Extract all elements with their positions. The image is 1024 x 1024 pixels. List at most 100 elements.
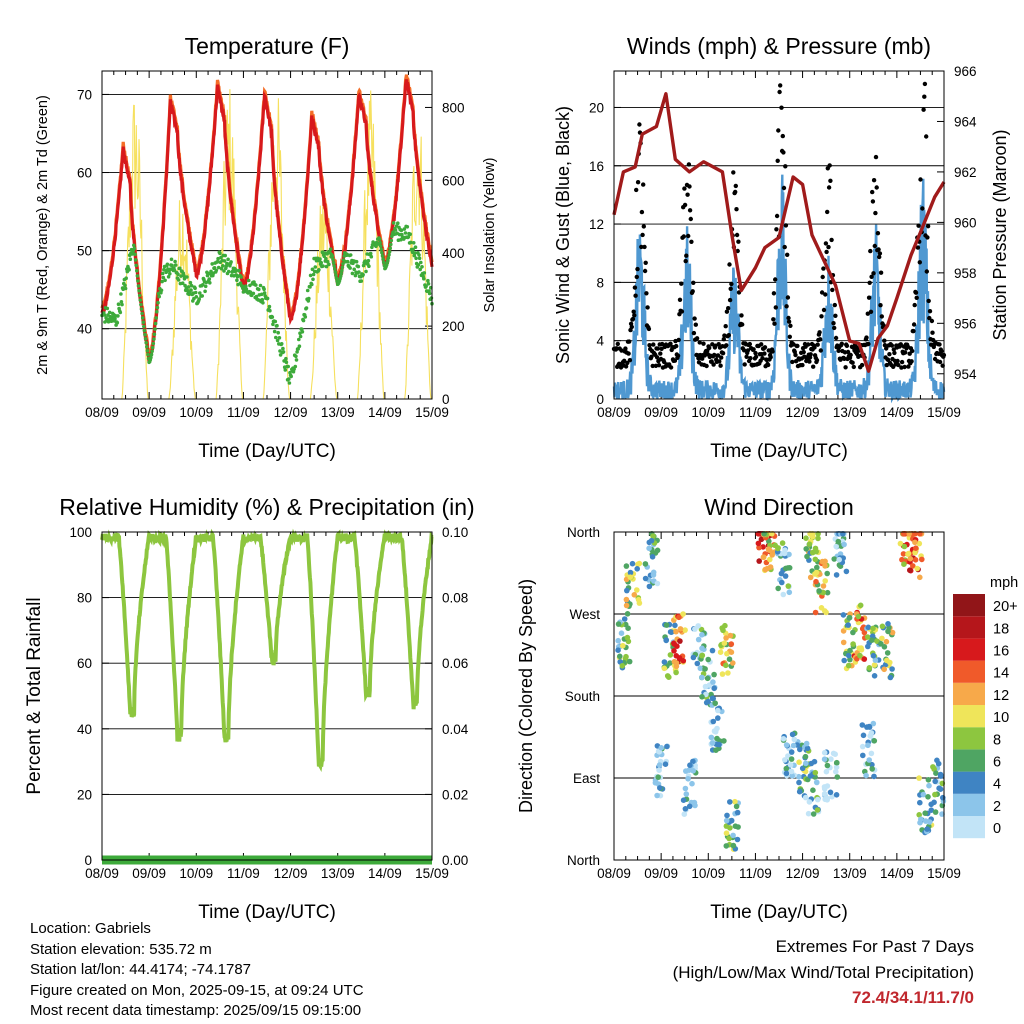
dewpoint-point: [429, 296, 434, 300]
dewpoint-point: [381, 257, 385, 261]
plot-frame: [613, 531, 945, 861]
dewpoint-point: [277, 336, 282, 340]
rh-line: [100, 528, 434, 772]
dewpoint-point: [201, 283, 205, 287]
direction-point: [821, 756, 828, 762]
gust-point: [691, 330, 697, 336]
direction-point: [937, 771, 944, 778]
direction-point: [822, 796, 828, 803]
direction-point: [907, 555, 914, 562]
dewpoint-point: [248, 290, 253, 295]
direction-point: [879, 635, 885, 642]
direction-point: [932, 809, 939, 815]
direction-point: [788, 749, 795, 755]
direction-point: [889, 629, 896, 636]
direction-point: [833, 764, 840, 770]
dewpoint-point: [178, 266, 182, 271]
dewpoint-point: [119, 292, 123, 296]
direction-point: [897, 540, 904, 547]
dewpoint-point: [116, 302, 121, 307]
direction-point: [681, 811, 688, 817]
dewpoint-point: [151, 341, 156, 346]
dewpoint-point: [237, 268, 242, 273]
direction-point: [859, 722, 866, 728]
dewpoint-point: [257, 287, 261, 292]
x-axis-label: Time (Day/UTC): [710, 441, 848, 462]
dewpoint-point: [416, 263, 421, 267]
gust-point: [630, 316, 636, 322]
gust-point: [869, 274, 874, 279]
gust-point: [736, 239, 741, 244]
x-tick-label: 08/09: [597, 866, 631, 881]
gust-point: [785, 295, 791, 300]
direction-point: [708, 734, 715, 741]
gust-point: [642, 244, 647, 250]
dewpoint-point: [153, 327, 157, 331]
gust-point: [773, 277, 778, 282]
dewpoint-point: [348, 266, 352, 270]
y2-tick-label: 0: [442, 392, 450, 407]
direction-point: [819, 558, 826, 565]
gust-point: [711, 362, 716, 367]
dewpoint-point: [143, 332, 147, 337]
dewpoint-point: [386, 258, 390, 263]
dewpoint-point: [332, 264, 337, 268]
gust-point: [645, 305, 650, 310]
gust-point: [870, 199, 876, 204]
gust-point: [793, 352, 798, 358]
latlon-text: Station lat/lon: 44.4174; -74.1787: [30, 961, 252, 978]
dewpoint-point: [294, 358, 299, 362]
direction-point: [814, 779, 820, 786]
dewpoint-point: [203, 289, 207, 294]
direction-point: [830, 750, 837, 757]
gust-point: [687, 184, 692, 189]
y-tick-label: 100: [69, 525, 92, 540]
direction-point: [780, 736, 787, 742]
dewpoint-point: [317, 268, 321, 272]
gust-point: [723, 324, 728, 329]
dewpoint-point: [353, 273, 358, 278]
gust-point: [871, 271, 876, 276]
dewpoint-point: [422, 271, 427, 275]
dewpoint-point: [141, 320, 146, 325]
direction-point: [917, 574, 923, 581]
dewpoint-point: [186, 285, 191, 289]
direction-point: [673, 628, 679, 635]
x-tick-label: 11/09: [227, 405, 260, 420]
direction-point: [722, 622, 728, 629]
dewpoint-point: [262, 291, 267, 295]
direction-point: [717, 649, 724, 655]
dewpoint-point: [142, 328, 147, 333]
gust-point: [873, 210, 878, 216]
dewpoint-point: [408, 232, 413, 236]
direction-point: [907, 567, 913, 573]
gust-point: [688, 216, 693, 222]
colorbar-swatch: [953, 594, 985, 617]
dewpoint-point: [246, 278, 251, 283]
direction-point: [783, 742, 790, 748]
y2-tick-label: 0.02: [442, 787, 468, 802]
dewpoint-point: [226, 269, 231, 274]
x-tick-label: 11/09: [739, 405, 772, 420]
direction-point: [713, 747, 719, 753]
dewpoint-point: [276, 330, 281, 335]
gust-point: [681, 234, 686, 239]
speed-colorbar: mph 0 2 4 6 8 10 12 14 16 18 20+: [953, 575, 1018, 839]
dewpoint-point: [333, 270, 338, 274]
gust-point: [700, 356, 705, 361]
direction-point: [705, 656, 711, 663]
dewpoint-point: [294, 354, 298, 359]
temperature-panel: Temperature (F) 08/09 09/09 10/09 11/09 12/09…: [35, 33, 498, 462]
direction-point: [860, 752, 866, 759]
gust-point: [892, 350, 897, 356]
gust-point: [785, 252, 790, 257]
direction-point: [780, 591, 787, 598]
dewpoint-point: [168, 272, 172, 276]
gust-point: [939, 349, 944, 354]
direction-point: [881, 666, 887, 673]
x-tick-label: 09/09: [132, 866, 166, 881]
direction-point: [796, 759, 802, 765]
gust-point: [682, 186, 687, 191]
colorbar-swatch: [953, 705, 985, 728]
y2-tick-label: 0.06: [442, 656, 468, 671]
